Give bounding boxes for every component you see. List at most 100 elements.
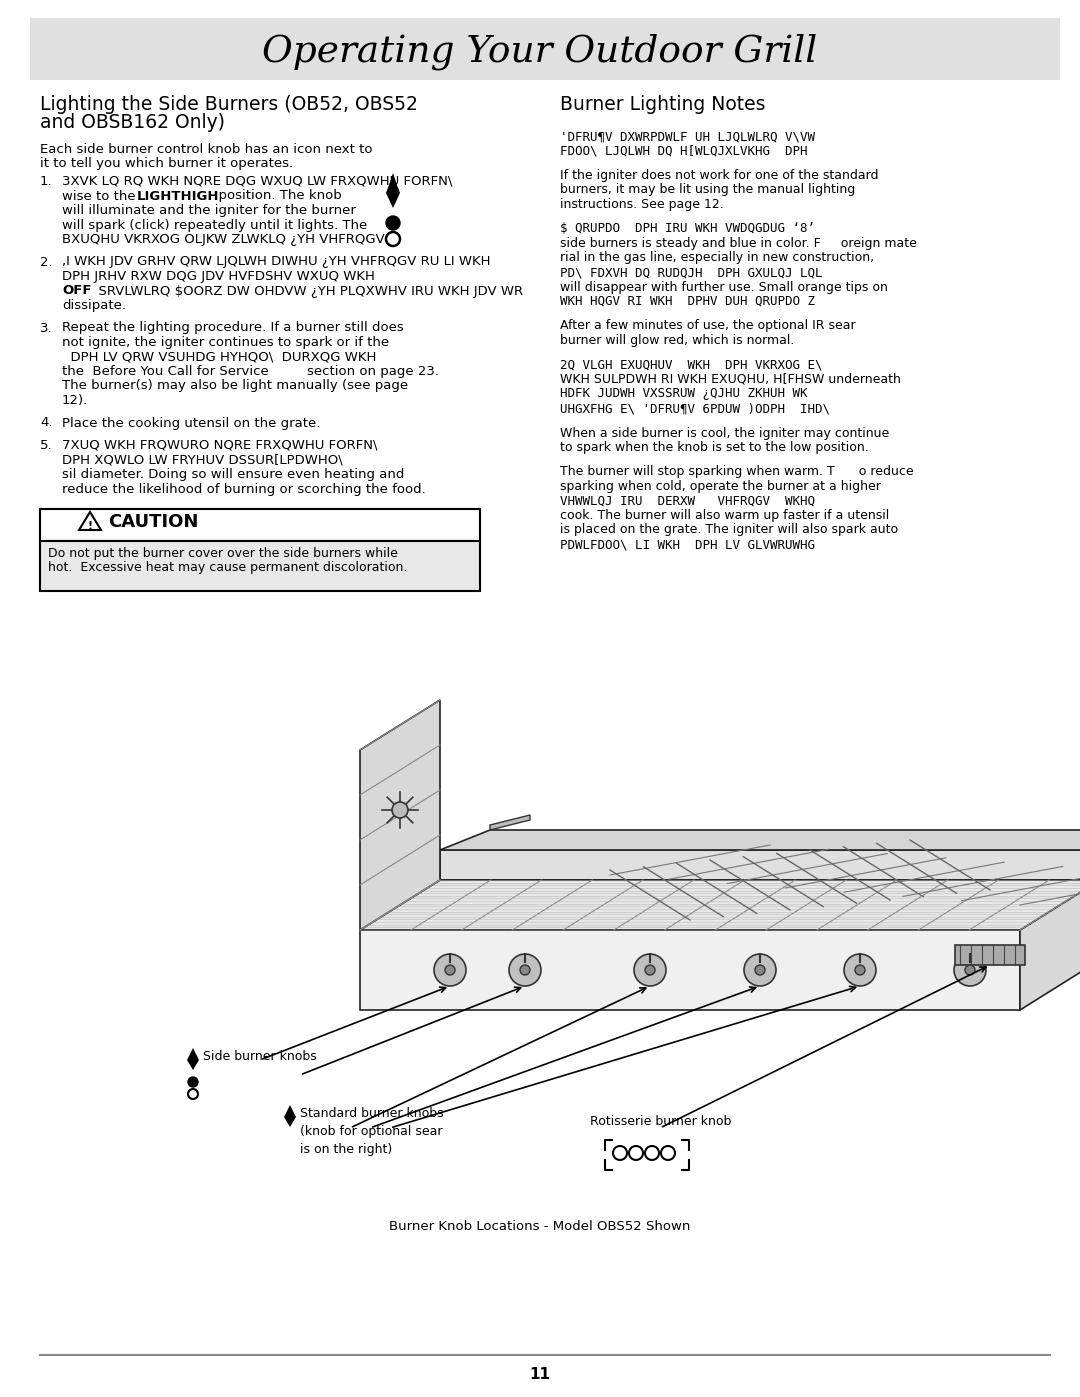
Text: burners, it may be lit using the manual lighting: burners, it may be lit using the manual … (561, 183, 855, 197)
FancyBboxPatch shape (40, 509, 480, 541)
Text: DPH LV QRW VSUHDG HYHQO\  DURXQG WKH: DPH LV QRW VSUHDG HYHQO\ DURXQG WKH (62, 351, 376, 363)
Text: If the igniter does not work for one of the standard: If the igniter does not work for one of … (561, 169, 878, 182)
Circle shape (188, 1090, 198, 1099)
Text: FDOO\ LJQLWH DQ H[WLQJXLVKHG  DPH: FDOO\ LJQLWH DQ H[WLQJXLVKHG DPH (561, 144, 808, 158)
Circle shape (434, 954, 465, 986)
Text: OFF: OFF (62, 285, 92, 298)
Polygon shape (360, 880, 1080, 930)
Text: Do not put the burner cover over the side burners while: Do not put the burner cover over the sid… (48, 548, 397, 560)
Polygon shape (440, 830, 1080, 849)
Text: it to tell you which burner it operates.: it to tell you which burner it operates. (40, 158, 293, 170)
Text: Rotisserie burner knob: Rotisserie burner knob (590, 1115, 731, 1127)
Text: LIGHTHIGH: LIGHTHIGH (137, 190, 219, 203)
Text: UHGXFHG E\ 'DFRU¶V 6PDUW )ODPH  IHD\: UHGXFHG E\ 'DFRU¶V 6PDUW )ODPH IHD\ (561, 402, 831, 415)
Text: reduce the likelihood of burning or scorching the food.: reduce the likelihood of burning or scor… (62, 482, 426, 496)
Text: cook. The burner will also warm up faster if a utensil: cook. The burner will also warm up faste… (561, 509, 889, 522)
Text: $ QRUPDO  DPH IRU WKH VWDQGDUG ‘8’: $ QRUPDO DPH IRU WKH VWDQGDUG ‘8’ (561, 222, 815, 236)
Text: sparking when cold, operate the burner at a higher: sparking when cold, operate the burner a… (561, 481, 881, 493)
Circle shape (755, 965, 765, 975)
Text: rial in the gas line, especially in new construction,: rial in the gas line, especially in new … (561, 251, 874, 264)
Text: ,I WKH JDV GRHV QRW LJQLWH DIWHU ¿YH VHFRQGV RU LI WKH: ,I WKH JDV GRHV QRW LJQLWH DIWHU ¿YH VHF… (62, 256, 490, 268)
Circle shape (386, 232, 400, 246)
Text: 'DFRU¶V DXWRPDWLF UH LJQLWLRQ V\VW: 'DFRU¶V DXWRPDWLF UH LJQLWLRQ V\VW (561, 130, 815, 142)
Text: hot.  Excessive heat may cause permanent discoloration.: hot. Excessive heat may cause permanent … (48, 562, 407, 574)
Text: Burner Lighting Notes: Burner Lighting Notes (561, 95, 766, 115)
Text: The burner(s) may also be light manually (see page: The burner(s) may also be light manually… (62, 380, 408, 393)
Circle shape (392, 802, 408, 819)
Text: When a side burner is cool, the igniter may continue: When a side burner is cool, the igniter … (561, 426, 889, 440)
Circle shape (445, 965, 455, 975)
Text: PD\ FDXVH DQ RUDQJH  DPH GXULQJ LQL: PD\ FDXVH DQ RUDQJH DPH GXULQJ LQL (561, 265, 823, 279)
Polygon shape (360, 700, 440, 930)
Text: 5.: 5. (40, 439, 53, 453)
Text: instructions. See page 12.: instructions. See page 12. (561, 198, 724, 211)
Text: will illuminate and the igniter for the burner: will illuminate and the igniter for the … (62, 204, 356, 217)
Circle shape (519, 965, 530, 975)
Text: 7XUQ WKH FRQWURO NQRE FRXQWHU FORFN\: 7XUQ WKH FRQWURO NQRE FRXQWHU FORFN\ (62, 439, 378, 453)
Text: DPH XQWLO LW FRYHUV DSSUR[LPDWHO\: DPH XQWLO LW FRYHUV DSSUR[LPDWHO\ (62, 454, 342, 467)
Text: sil diameter. Doing so will ensure even heating and: sil diameter. Doing so will ensure even … (62, 468, 404, 481)
Text: position. The knob: position. The knob (210, 190, 341, 203)
FancyBboxPatch shape (40, 541, 480, 591)
Polygon shape (360, 930, 1020, 1010)
Circle shape (954, 954, 986, 986)
Text: After a few minutes of use, the optional IR sear: After a few minutes of use, the optional… (561, 320, 855, 332)
Text: SRVLWLRQ $OORZ DW OHDVW ¿YH PLQXWHV IRU WKH JDV WR: SRVLWLRQ $OORZ DW OHDVW ¿YH PLQXWHV IRU … (90, 285, 523, 298)
Text: VHWWLQJ IRU  DERXW   VHFRQGV  WKHQ: VHWWLQJ IRU DERXW VHFRQGV WKHQ (561, 495, 815, 507)
Polygon shape (1020, 880, 1080, 1010)
Text: The burner will stop sparking when warm. T      o reduce: The burner will stop sparking when warm.… (561, 465, 914, 479)
Text: BXUQHU VKRXOG OLJKW ZLWKLQ ¿YH VHFRQGV: BXUQHU VKRXOG OLJKW ZLWKLQ ¿YH VHFRQGV (62, 233, 384, 246)
Polygon shape (284, 1105, 296, 1127)
Text: Operating Your Outdoor Grill: Operating Your Outdoor Grill (262, 34, 818, 70)
Text: Standard burner knobs
(knob for optional sear
is on the right): Standard burner knobs (knob for optional… (300, 1106, 444, 1155)
Polygon shape (440, 849, 1080, 880)
Text: WKH SULPDWH RI WKH EXUQHU, H[FHSW underneath: WKH SULPDWH RI WKH EXUQHU, H[FHSW undern… (561, 373, 901, 386)
Polygon shape (490, 814, 530, 830)
Text: DPH JRHV RXW DQG JDV HVFDSHV WXUQ WKH: DPH JRHV RXW DQG JDV HVFDSHV WXUQ WKH (62, 270, 375, 284)
Text: and OBSB162 Only): and OBSB162 Only) (40, 113, 225, 131)
Text: PDWLFDOO\ LI WKH  DPH LV GLVWRUWHG: PDWLFDOO\ LI WKH DPH LV GLVWRUWHG (561, 538, 815, 550)
Circle shape (744, 954, 777, 986)
Polygon shape (79, 511, 102, 529)
Text: Burner Knob Locations - Model OBS52 Shown: Burner Knob Locations - Model OBS52 Show… (389, 1220, 691, 1234)
Text: will disappear with further use. Small orange tips on: will disappear with further use. Small o… (561, 281, 888, 293)
FancyBboxPatch shape (955, 944, 1025, 965)
Circle shape (509, 954, 541, 986)
Text: !: ! (87, 521, 93, 531)
Text: CAUTION: CAUTION (108, 513, 199, 531)
Circle shape (855, 965, 865, 975)
Text: Side burner knobs: Side burner knobs (203, 1051, 316, 1063)
Circle shape (966, 965, 975, 975)
Text: 12).: 12). (62, 394, 89, 407)
Text: dissipate.: dissipate. (62, 299, 126, 312)
Circle shape (634, 954, 666, 986)
Text: is placed on the grate. The igniter will also spark auto: is placed on the grate. The igniter will… (561, 524, 899, 536)
Circle shape (645, 965, 654, 975)
Text: the  Before You Call for Service         section on page 23.: the Before You Call for Service section … (62, 365, 438, 379)
Text: Lighting the Side Burners (OB52, OBS52: Lighting the Side Burners (OB52, OBS52 (40, 95, 418, 115)
Text: 3XVK LQ RQ WKH NQRE DQG WXUQ LW FRXQWHU FORFN\: 3XVK LQ RQ WKH NQRE DQG WXUQ LW FRXQWHU … (62, 175, 453, 189)
FancyBboxPatch shape (30, 18, 1059, 80)
Polygon shape (187, 1048, 199, 1070)
Text: 2.: 2. (40, 256, 53, 268)
Text: wise to the: wise to the (62, 190, 144, 203)
Text: HDFK JUDWH VXSSRUW ¿QJHU ZKHUH WK: HDFK JUDWH VXSSRUW ¿QJHU ZKHUH WK (561, 387, 808, 401)
Text: will spark (click) repeatedly until it lights. The: will spark (click) repeatedly until it l… (62, 218, 367, 232)
Text: 2Q VLGH EXUQHUV  WKH  DPH VKRXOG E\: 2Q VLGH EXUQHUV WKH DPH VKRXOG E\ (561, 359, 823, 372)
Text: Repeat the lighting procedure. If a burner still does: Repeat the lighting procedure. If a burn… (62, 321, 404, 334)
Text: Each side burner control knob has an icon next to: Each side burner control knob has an ico… (40, 142, 373, 156)
Text: 11: 11 (529, 1368, 551, 1382)
Text: Place the cooking utensil on the grate.: Place the cooking utensil on the grate. (62, 416, 321, 429)
Circle shape (188, 1077, 198, 1087)
Text: 4.: 4. (40, 416, 53, 429)
Text: not ignite, the igniter continues to spark or if the: not ignite, the igniter continues to spa… (62, 337, 389, 349)
Text: side burners is steady and blue in color. F     oreign mate: side burners is steady and blue in color… (561, 237, 917, 250)
Text: 1.: 1. (40, 175, 53, 189)
Polygon shape (386, 173, 400, 208)
Text: burner will glow red, which is normal.: burner will glow red, which is normal. (561, 334, 795, 346)
Circle shape (843, 954, 876, 986)
Circle shape (386, 217, 400, 231)
Text: to spark when the knob is set to the low position.: to spark when the knob is set to the low… (561, 441, 868, 454)
Text: WKH HQGV RI WKH  DPHV DUH QRUPDO Z: WKH HQGV RI WKH DPHV DUH QRUPDO Z (561, 295, 815, 307)
Text: 3.: 3. (40, 321, 53, 334)
